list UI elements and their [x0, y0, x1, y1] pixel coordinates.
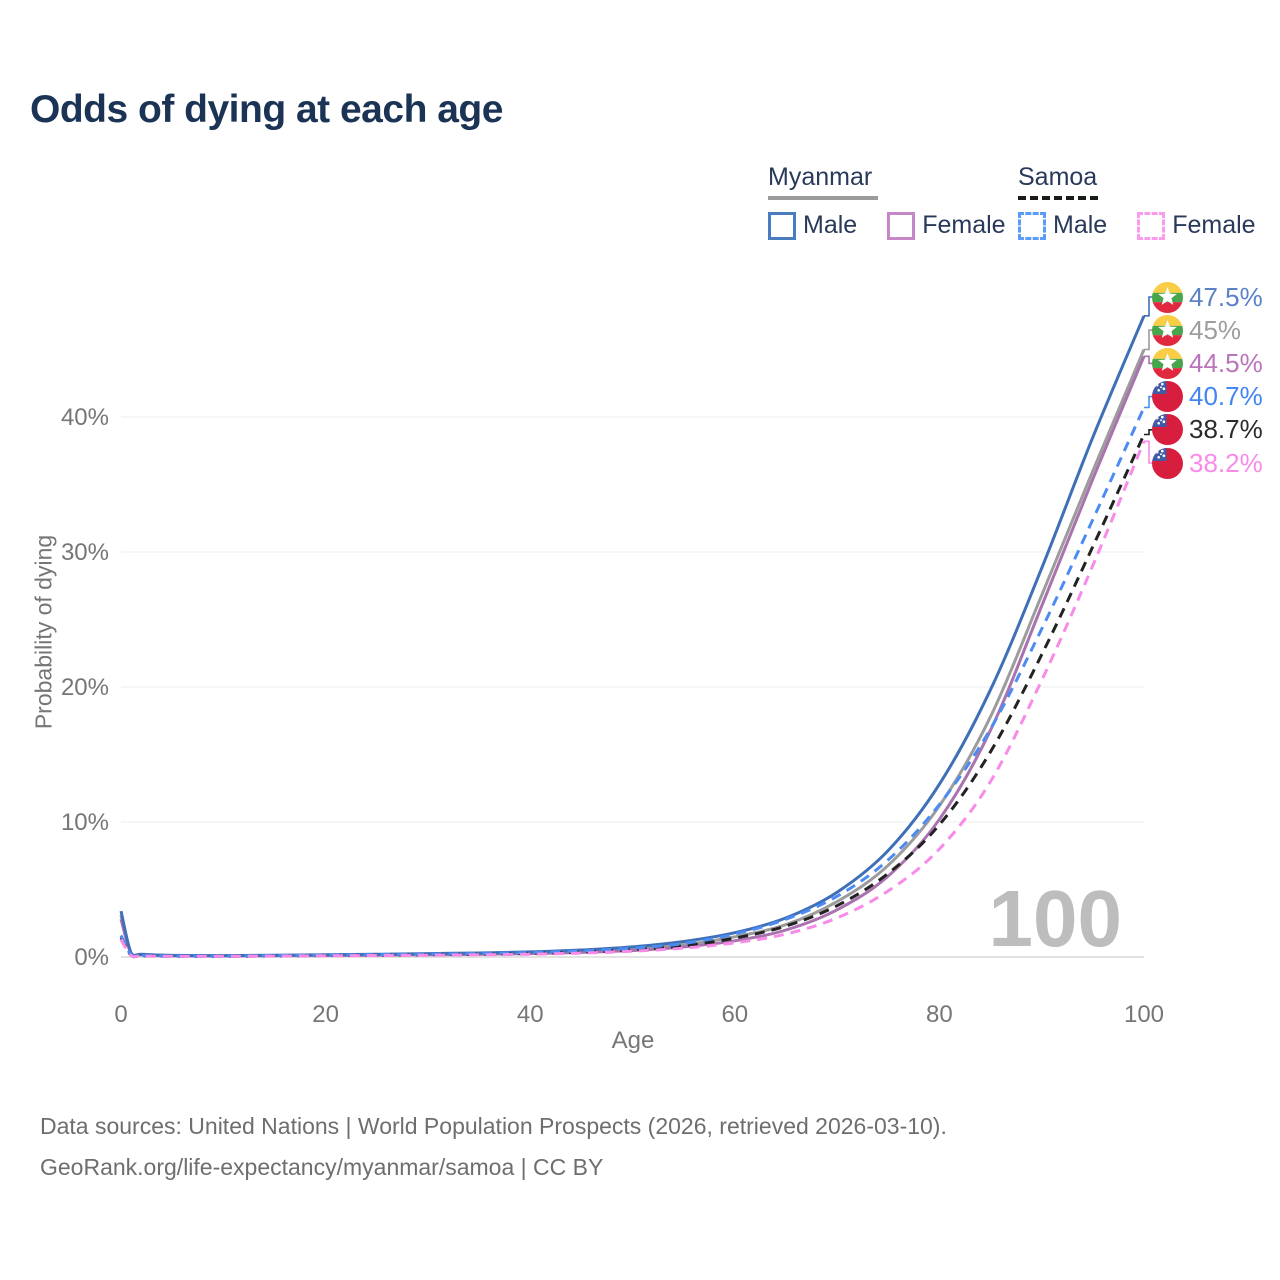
legend-group-title: Samoa [1018, 163, 1098, 191]
legend-group-samoa: Samoa Male Female [1018, 163, 1256, 240]
end-label-value: 45% [1189, 314, 1242, 345]
x-tick-label: 20 [312, 1001, 339, 1028]
footer-data-sources: Data sources: United Nations | World Pop… [40, 1113, 947, 1139]
label-connector [1144, 429, 1153, 436]
y-tick-label: 10% [61, 809, 109, 836]
x-tick-label: 100 [1124, 1001, 1164, 1028]
legend-swatch [1018, 211, 1046, 240]
end-label-value: 38.7% [1189, 414, 1263, 445]
legend-item-myanmar-male[interactable]: Male [768, 211, 857, 240]
legend-item-myanmar-female[interactable]: Female [887, 211, 1006, 240]
end-label-value: 40.7% [1189, 381, 1263, 412]
myanmar-flag-icon [1152, 314, 1183, 346]
x-tick-label: 60 [721, 1001, 748, 1028]
samoa-flag-icon [1152, 381, 1183, 413]
label-connector [1144, 329, 1153, 351]
legend-swatch [768, 211, 796, 240]
footer-attribution: GeoRank.org/life-expectancy/myanmar/samo… [40, 1154, 604, 1180]
y-tick-label: 40% [61, 404, 109, 431]
series-line-myanmar-both [119, 348, 1146, 958]
footer: Data sources: United Nations | World Pop… [40, 1106, 947, 1188]
end-label-value: 38.2% [1189, 447, 1263, 478]
legend-group-title: Myanmar [768, 163, 873, 191]
legend-group-line-sample [768, 196, 878, 200]
x-tick-label: 0 [114, 1001, 127, 1028]
y-tick-label: 0% [74, 944, 109, 971]
end-label-samoa-male: 40.7% [1152, 381, 1263, 413]
age-counter-watermark: 100 [989, 874, 1122, 963]
x-tick-label: 40 [517, 1001, 544, 1028]
legend-group-myanmar: Myanmar Male Female [768, 163, 1006, 240]
legend-swatch [1137, 211, 1166, 240]
y-tick-label: 20% [61, 674, 109, 701]
legend-item-samoa-female[interactable]: Female [1137, 211, 1256, 240]
label-connector [1144, 355, 1153, 365]
myanmar-flag-icon [1152, 347, 1183, 379]
label-connector [1144, 296, 1153, 317]
legend-item-samoa-male[interactable]: Male [1018, 211, 1107, 240]
x-axis-title: Age [611, 1027, 655, 1054]
series-line-samoa-female [119, 440, 1146, 959]
myanmar-flag-icon [1152, 281, 1183, 313]
legend-swatch [887, 211, 916, 240]
end-label-samoa-female: 38.2% [1152, 447, 1263, 479]
series-line-myanmar-female [119, 355, 1146, 958]
legend-group-line-sample [1018, 196, 1098, 200]
samoa-flag-icon [1152, 447, 1183, 479]
end-label-myanmar-male: 47.5% [1152, 281, 1263, 313]
end-label-value: 44.5% [1189, 347, 1263, 378]
samoa-flag-icon [1152, 414, 1183, 446]
label-connector [1144, 440, 1153, 464]
end-label-myanmar-both: 45% [1152, 314, 1241, 346]
end-label-samoa-both: 38.7% [1152, 414, 1263, 446]
end-label-myanmar-female: 44.5% [1152, 347, 1263, 379]
label-connector [1144, 395, 1153, 409]
end-label-value: 47.5% [1189, 281, 1263, 312]
series-line-samoa-both [119, 433, 1146, 959]
x-tick-label: 80 [926, 1001, 953, 1028]
series-line-myanmar-male [119, 315, 1146, 958]
page-title: Odds of dying at each age [30, 88, 503, 131]
y-tick-label: 30% [61, 539, 109, 566]
